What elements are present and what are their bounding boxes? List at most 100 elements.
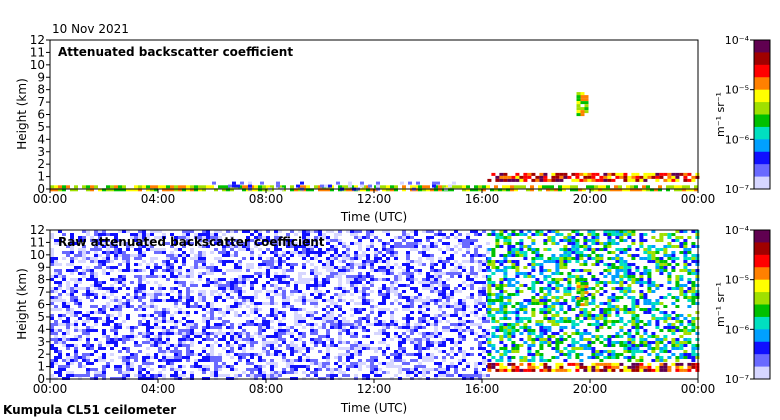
heatmap-cell — [174, 302, 178, 305]
heatmap-cell — [218, 344, 222, 347]
heatmap-cell — [374, 251, 378, 254]
heatmap-cell — [627, 338, 632, 341]
heatmap-cell — [515, 293, 520, 296]
heatmap-cell — [511, 178, 516, 182]
heatmap-cell — [374, 365, 378, 368]
heatmap-cell — [414, 359, 418, 362]
heatmap-cell — [686, 185, 690, 189]
heatmap-cell — [671, 178, 676, 182]
heatmap-cell — [606, 188, 610, 192]
heatmap-cell — [627, 296, 632, 299]
heatmap-cell — [591, 172, 596, 176]
heatmap-cell — [555, 332, 560, 335]
heatmap-cell — [603, 172, 608, 176]
heatmap-cell — [190, 353, 194, 356]
heatmap-cell — [679, 353, 684, 356]
heatmap-cell — [623, 290, 628, 293]
heatmap-cell — [274, 338, 278, 341]
heatmap-cell — [378, 290, 382, 293]
heatmap-cell — [206, 278, 210, 281]
heatmap-cell — [615, 311, 620, 314]
heatmap-cell — [274, 347, 278, 350]
heatmap-cell — [482, 263, 486, 266]
heatmap-cell — [114, 344, 118, 347]
heatmap-cell — [539, 341, 544, 344]
heatmap-cell — [675, 329, 680, 332]
heatmap-cell — [515, 368, 520, 372]
heatmap-cell — [262, 347, 266, 350]
heatmap-cell — [651, 341, 656, 344]
heatmap-cell — [643, 248, 648, 251]
heatmap-cell — [627, 332, 632, 335]
heatmap-cell — [230, 188, 234, 192]
heatmap-cell — [584, 291, 589, 295]
heatmap-cell — [314, 239, 318, 242]
heatmap-cell — [370, 362, 374, 365]
x-axis-label-1: Time (UTC) — [340, 210, 407, 224]
heatmap-cell — [250, 311, 254, 314]
heatmap-cell — [659, 175, 664, 179]
heatmap-cell — [386, 257, 390, 260]
heatmap-cell — [226, 311, 230, 314]
heatmap-cell — [458, 359, 462, 362]
heatmap-cell — [262, 284, 266, 287]
heatmap-cell — [408, 181, 412, 185]
heatmap-cell — [623, 347, 628, 350]
heatmap-cell — [230, 269, 234, 272]
heatmap-cell — [635, 326, 640, 329]
heatmap-cell — [527, 332, 532, 335]
heatmap-cell — [410, 281, 414, 284]
heatmap-cell — [58, 239, 62, 242]
heatmap-cell — [547, 236, 552, 239]
heatmap-cell — [687, 278, 692, 281]
heatmap-cell — [322, 308, 326, 311]
heatmap-cell — [142, 356, 146, 359]
heatmap-cell — [511, 344, 516, 347]
heatmap-cell — [314, 251, 318, 254]
heatmap-cell — [178, 374, 182, 377]
heatmap-cell — [511, 233, 516, 236]
heatmap-cell — [94, 260, 98, 263]
heatmap-cell — [515, 251, 520, 254]
heatmap-cell — [98, 371, 102, 374]
heatmap-cell — [146, 332, 150, 335]
heatmap-cell — [679, 344, 684, 347]
heatmap-cell — [266, 290, 270, 293]
heatmap-cell — [458, 329, 462, 332]
heatmap-cell — [246, 335, 250, 338]
heatmap-cell — [58, 356, 62, 359]
heatmap-cell — [579, 338, 584, 341]
heatmap-cell — [535, 302, 540, 305]
heatmap-cell — [198, 290, 202, 293]
heatmap-cell — [298, 275, 302, 278]
heatmap-cell — [583, 236, 588, 239]
heatmap-cell — [82, 359, 86, 362]
heatmap-cell — [535, 350, 540, 353]
heatmap-cell — [338, 284, 342, 287]
heatmap-cell — [242, 323, 246, 326]
heatmap-cell — [70, 260, 74, 263]
heatmap-cell — [382, 287, 386, 290]
heatmap-cell — [659, 248, 664, 251]
heatmap-cell — [398, 338, 402, 341]
heatmap-cell — [174, 332, 178, 335]
heatmap-cell — [162, 251, 166, 254]
heatmap-cell — [639, 290, 644, 293]
heatmap-cell — [667, 356, 672, 359]
heatmap-cell — [563, 290, 568, 293]
heatmap-cell — [254, 293, 258, 296]
heatmap-cell — [242, 275, 246, 278]
heatmap-cell — [635, 362, 640, 366]
heatmap-cell — [691, 290, 696, 293]
heatmap-cell — [58, 272, 62, 275]
heatmap-cell — [571, 242, 576, 245]
heatmap-cell — [491, 365, 496, 369]
heatmap-cell — [214, 188, 218, 192]
heatmap-cell — [410, 326, 414, 329]
heatmap-cell — [166, 338, 170, 341]
heatmap-cell — [619, 239, 624, 242]
heatmap-cell — [358, 254, 362, 257]
heatmap-cell — [575, 251, 580, 254]
heatmap-cell — [434, 263, 438, 266]
